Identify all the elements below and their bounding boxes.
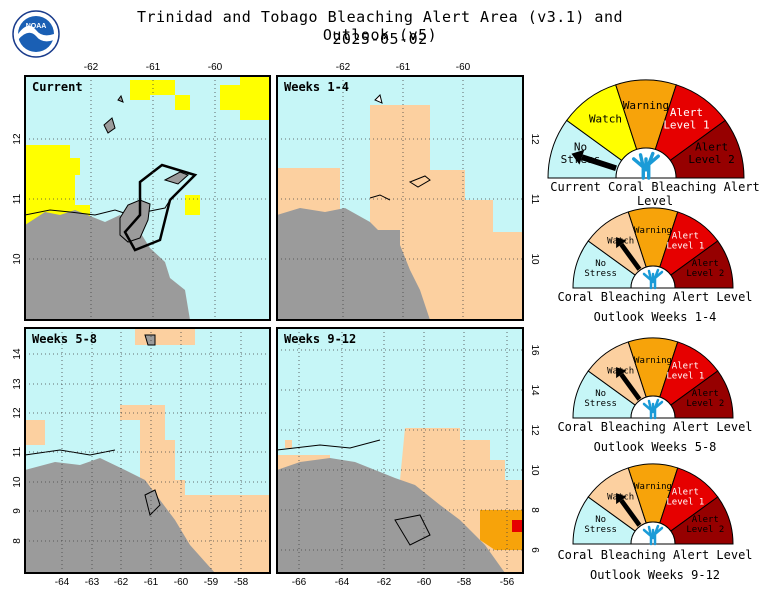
y-tick: 9 xyxy=(12,508,23,514)
x-tick: -59 xyxy=(204,577,219,588)
gauge-label-alert-level-2: Alert Level 2 xyxy=(686,389,724,409)
gauge-subtitle-weeks-1-4: Outlook Weeks 1-4 xyxy=(593,310,717,324)
x-tick: -60 xyxy=(208,62,223,73)
gauge-label-watch: Watch xyxy=(589,112,622,125)
y-tick: 8 xyxy=(529,507,540,513)
coral-icon xyxy=(642,268,664,290)
gauge-needle-head xyxy=(571,149,585,165)
gauge-label-warning: Warning xyxy=(623,99,669,112)
x-tick: -64 xyxy=(55,577,70,588)
x-tick: -56 xyxy=(500,577,515,588)
y-tick: 11 xyxy=(529,194,540,205)
gauge-weeks-9-12: NoStressWatchWarningAlertLevel 1AlertLev… xyxy=(572,463,734,546)
gauge-label-alert-level-1: Alert Level 1 xyxy=(666,488,704,508)
gauge-title-weeks-9-12: Coral Bleaching Alert Level xyxy=(557,548,753,562)
y-tick: 10 xyxy=(12,253,23,265)
gauge-subtitle-weeks-9-12: Outlook Weeks 9-12 xyxy=(589,568,721,582)
x-tick: -60 xyxy=(174,577,189,588)
gauge-weeks-5-8: NoStressWatchWarningAlertLevel 1AlertLev… xyxy=(572,337,734,420)
x-tick: -62 xyxy=(377,577,392,588)
gauge-needle-head xyxy=(616,367,627,379)
y-tick: 12 xyxy=(529,424,540,436)
y-tick: 10 xyxy=(12,476,23,488)
y-tick: 11 xyxy=(12,193,23,204)
coral-icon xyxy=(642,524,664,546)
gauge-label-alert-level-1: Alert Level 1 xyxy=(663,106,709,131)
logo-text: NOAA xyxy=(26,23,47,30)
x-tick: -58 xyxy=(457,577,472,588)
y-tick: 6 xyxy=(529,547,540,553)
panel-label-weeks-1-4: Weeks 1-4 xyxy=(284,80,349,94)
map-title: Trinidad and Tobago Bleaching Alert Area… xyxy=(136,8,624,44)
y-tick: 14 xyxy=(12,348,23,360)
gauge-label-alert-level-2: Alert Level 2 xyxy=(686,259,724,279)
gauge-needle xyxy=(619,242,642,271)
x-tick: -61 xyxy=(146,62,161,73)
x-tick: -61 xyxy=(144,577,159,588)
gauge-current: NoStressWatchWarningAlertLevel 1AlertLev… xyxy=(547,79,745,180)
x-tick: -63 xyxy=(85,577,100,588)
gauge-label-alert-level-2: Alert Level 2 xyxy=(686,515,724,535)
y-tick: 8 xyxy=(12,538,23,544)
x-tick: -60 xyxy=(417,577,432,588)
y-tick: 12 xyxy=(529,133,540,145)
gauge-label-warning: Warning xyxy=(634,482,672,492)
y-tick: 10 xyxy=(529,464,540,476)
x-tick: -62 xyxy=(336,62,351,73)
gauge-weeks-1-4: NoStressWatchWarningAlertLevel 1AlertLev… xyxy=(572,207,734,290)
x-tick: -66 xyxy=(292,577,307,588)
y-tick: 16 xyxy=(529,344,540,356)
panel-label-current: Current xyxy=(32,80,83,94)
x-tick: -62 xyxy=(114,577,129,588)
gauge-needle-head xyxy=(616,493,627,505)
x-tick: -60 xyxy=(456,62,471,73)
panel-weeks-1-4: Weeks 1-4 -62 -61 -60 12 11 10 xyxy=(276,62,540,321)
gauge-label-alert-level-2: Alert Level 2 xyxy=(688,141,734,166)
panel-label-weeks-5-8: Weeks 5-8 xyxy=(32,332,97,346)
panel-label-weeks-9-12: Weeks 9-12 xyxy=(284,332,356,346)
gauge-title-weeks-5-8: Coral Bleaching Alert Level xyxy=(557,420,753,434)
map-date: 2025-05-02 xyxy=(332,30,428,48)
y-tick: 12 xyxy=(12,133,23,145)
x-tick: -58 xyxy=(234,577,249,588)
coral-icon xyxy=(632,151,660,180)
y-tick: 13 xyxy=(12,378,23,390)
x-tick: -61 xyxy=(396,62,411,73)
y-tick: 14 xyxy=(529,384,540,396)
gauge-label-warning: Warning xyxy=(634,356,672,366)
gauge-needle xyxy=(619,498,642,527)
noaa-logo: NOAA xyxy=(12,10,60,58)
y-tick: 12 xyxy=(12,407,23,419)
gauge-title-weeks-1-4: Coral Bleaching Alert Level xyxy=(557,290,753,304)
gauge-label-alert-level-1: Alert Level 1 xyxy=(666,362,704,382)
gauge-title-current: Current Coral Bleaching Alert Level xyxy=(550,180,760,208)
gauge-needle xyxy=(619,372,642,401)
gauge-label-warning: Warning xyxy=(634,226,672,236)
gauge-needle-head xyxy=(616,237,627,249)
coral-icon xyxy=(642,398,664,420)
gauge-label-alert-level-1: Alert Level 1 xyxy=(666,232,704,252)
gauge-needle xyxy=(580,154,617,172)
y-tick: 10 xyxy=(529,253,540,265)
x-tick: -64 xyxy=(335,577,350,588)
y-tick: 11 xyxy=(12,446,23,457)
panel-weeks-5-8: Weeks 5-8 -64 -63 -62 -61 -60 -59 -58 14… xyxy=(12,327,271,588)
x-tick: -62 xyxy=(84,62,99,73)
gauge-subtitle-weeks-5-8: Outlook Weeks 5-8 xyxy=(593,440,717,454)
panel-weeks-9-12: Weeks 9-12 -66 -64 -62 -60 -58 -56 16 14… xyxy=(276,327,540,588)
panel-current: Current -62 -61 -60 12 11 10 xyxy=(12,62,271,321)
